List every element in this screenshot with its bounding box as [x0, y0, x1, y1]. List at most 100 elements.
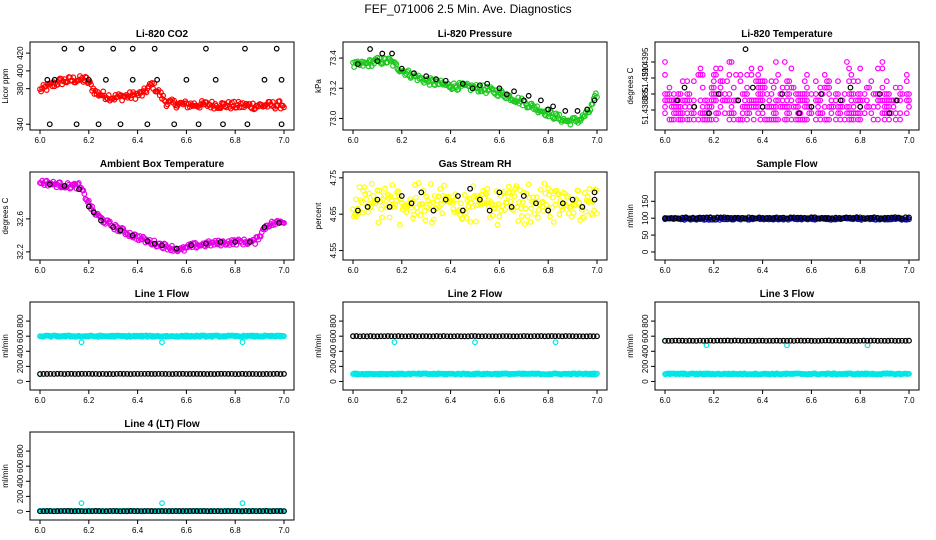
point-black — [686, 215, 693, 222]
point-black — [261, 224, 268, 231]
point-magenta — [857, 97, 864, 104]
point-black — [728, 337, 735, 344]
point-black — [669, 337, 675, 344]
point-yellow — [594, 210, 600, 217]
point-black — [274, 508, 280, 514]
point-black — [784, 215, 790, 222]
point-black — [672, 337, 679, 344]
point-black — [261, 76, 268, 83]
series-layer — [37, 332, 287, 377]
point-black — [188, 242, 195, 249]
point-magenta — [717, 78, 724, 85]
point-black — [96, 508, 103, 514]
point-magenta — [744, 110, 750, 117]
point-black — [696, 214, 703, 221]
point-yellow — [493, 188, 500, 195]
point-magenta — [817, 97, 824, 104]
point-black — [40, 371, 47, 377]
point-yellow — [526, 194, 533, 201]
point-yellow — [463, 214, 470, 221]
point-black — [416, 333, 423, 340]
point-magenta — [755, 71, 762, 78]
point-black — [180, 370, 186, 377]
point-black — [389, 50, 395, 57]
y-tick-label: 600 — [329, 329, 338, 343]
x-tick-label: 6.4 — [445, 396, 457, 405]
point-green — [392, 59, 399, 66]
point-black — [89, 508, 96, 515]
point-black — [103, 371, 110, 377]
point-black — [412, 333, 419, 340]
point-black — [218, 370, 225, 377]
point-magenta — [728, 110, 735, 117]
series-layer — [662, 214, 912, 223]
point-yellow — [581, 190, 588, 196]
point-magenta — [713, 97, 719, 104]
point-black — [867, 337, 874, 344]
point-cyan — [590, 371, 597, 378]
point-yellow — [392, 201, 399, 208]
point-yellow — [483, 191, 490, 197]
point-black — [899, 215, 905, 222]
point-black — [207, 371, 214, 377]
point-magenta — [824, 116, 830, 123]
point-black — [777, 215, 783, 221]
point-yellow — [496, 213, 503, 220]
point-black — [541, 333, 548, 340]
point-black — [44, 508, 50, 514]
point-magenta — [819, 110, 826, 117]
point-black — [801, 214, 808, 221]
point-black — [874, 214, 881, 221]
y-tick-label: 0 — [16, 379, 25, 384]
point-black — [129, 232, 136, 239]
point-magenta — [855, 78, 861, 85]
point-magenta — [675, 103, 682, 110]
point-black — [818, 337, 825, 344]
point-black — [98, 217, 104, 224]
point-magenta — [759, 97, 766, 104]
point-black — [679, 337, 686, 344]
point-yellow — [573, 196, 580, 203]
point-black — [85, 203, 92, 210]
point-black — [686, 337, 693, 344]
panel-9: Line 4 (LT) Flow ml/min 6.0 6.2 6.4 6.6 6.8 7.0… — [1, 419, 295, 535]
point-magenta — [252, 241, 259, 247]
series-layer — [350, 180, 600, 228]
point-yellow — [544, 206, 551, 213]
point-magenta — [906, 91, 912, 97]
point-black — [822, 215, 829, 221]
point-black — [777, 337, 783, 344]
point-yellow — [365, 208, 371, 215]
panel-title: Line 3 Flow — [760, 289, 815, 300]
y-axis-label: ml/min — [626, 204, 635, 228]
panel-title: Gas Stream RH — [439, 159, 512, 170]
point-cyan-outlier — [239, 500, 246, 507]
point-black — [166, 508, 172, 514]
point-black — [798, 214, 804, 221]
point-black — [395, 333, 402, 339]
y-tick-label: 0 — [641, 379, 650, 384]
point-red — [233, 104, 240, 111]
y-tick-label: 420 — [16, 46, 25, 60]
point-magenta — [850, 103, 857, 110]
point-black — [418, 189, 425, 196]
point-black — [117, 370, 124, 377]
point-black — [860, 337, 867, 344]
plot-frame — [29, 171, 295, 261]
point-black — [857, 337, 864, 344]
x-tick-label: 6.6 — [806, 136, 818, 145]
point-black — [92, 508, 99, 514]
point-magenta — [826, 78, 833, 85]
point-magenta — [662, 103, 668, 110]
point-black — [117, 508, 124, 515]
point-black — [811, 337, 818, 344]
point-black — [847, 84, 854, 91]
point-yellow — [543, 202, 550, 208]
point-green — [554, 112, 560, 118]
point-black — [183, 76, 190, 83]
y-tick-label: 73.2 — [329, 80, 338, 96]
point-black — [381, 333, 388, 340]
x-tick-label: 6.2 — [708, 266, 720, 275]
point-magenta — [837, 103, 844, 110]
point-black — [837, 97, 844, 104]
